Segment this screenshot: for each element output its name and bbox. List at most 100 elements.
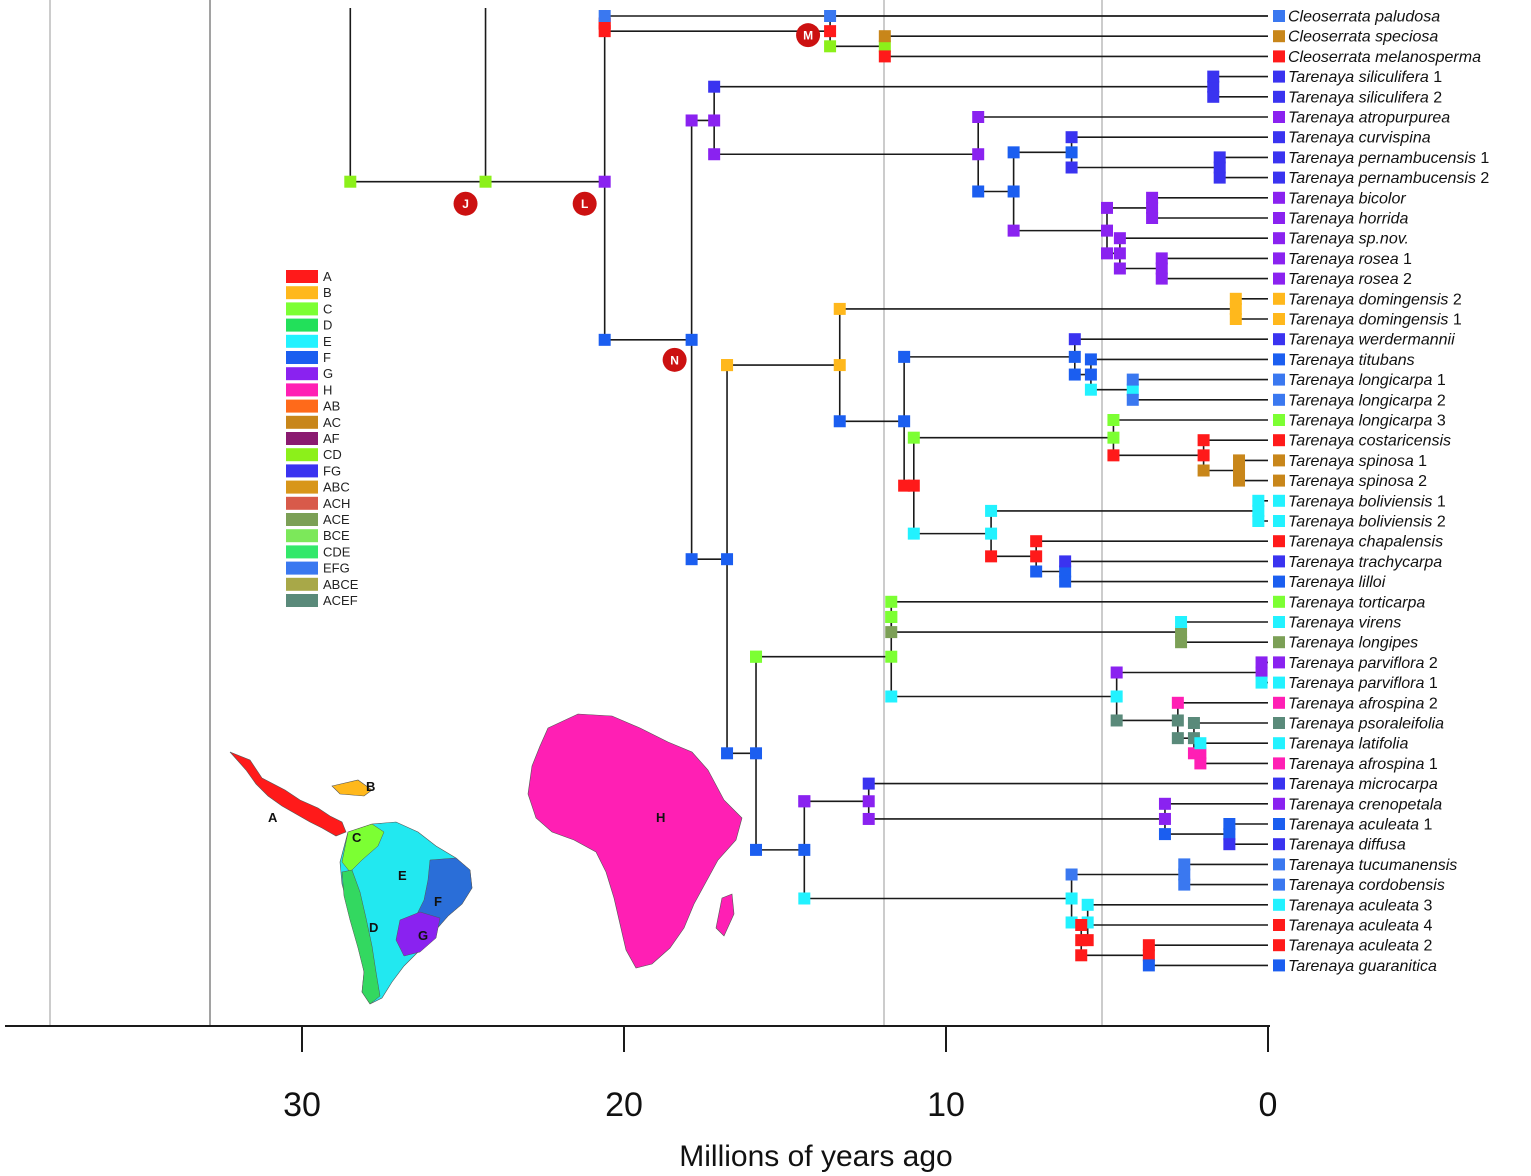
tip-genus: Tarenaya xyxy=(1288,190,1359,207)
area-marker xyxy=(862,812,875,825)
tip-area-marker xyxy=(1273,272,1285,285)
legend-swatch xyxy=(286,496,318,510)
tip-area-marker xyxy=(1273,232,1285,245)
area-marker xyxy=(1207,90,1220,103)
map-central-america xyxy=(229,751,347,837)
tip-area-marker xyxy=(1273,10,1285,22)
tip-label: Tarenaya trachycarpa xyxy=(1288,554,1442,571)
node-badge-label: L xyxy=(581,197,588,211)
tip-number: 1 xyxy=(1399,251,1412,268)
tip-genus: Tarenaya xyxy=(1288,837,1359,854)
area-marker xyxy=(685,333,698,346)
legend-swatch xyxy=(286,367,318,381)
area-marker xyxy=(1229,313,1242,325)
area-marker xyxy=(1233,464,1246,477)
branch xyxy=(990,510,1259,534)
tip-genus: Tarenaya xyxy=(1288,110,1359,127)
tip-genus: Tarenaya xyxy=(1288,857,1359,874)
tip-genus: Tarenaya xyxy=(1288,130,1359,147)
map-region-label: H xyxy=(656,810,665,825)
branch xyxy=(1160,257,1268,269)
area-marker xyxy=(1255,656,1268,669)
area-marker xyxy=(1065,868,1078,881)
area-marker xyxy=(1197,449,1210,462)
tip-label: Tarenaya microcarpa xyxy=(1288,776,1438,793)
tip-genus: Tarenaya xyxy=(1288,534,1359,551)
area-marker xyxy=(1084,383,1097,396)
branch xyxy=(1115,671,1262,697)
branch xyxy=(1119,253,1162,270)
area-marker xyxy=(972,185,985,198)
tip-genus: Cleoserrata xyxy=(1288,29,1375,46)
area-marker xyxy=(824,10,837,22)
branch xyxy=(829,15,1268,32)
tip-label: Tarenaya crenopetala xyxy=(1288,796,1442,813)
area-marker xyxy=(1065,892,1078,905)
tip-number: 1 xyxy=(1424,756,1437,773)
tip-epithet: afrospina xyxy=(1359,695,1425,712)
area-marker xyxy=(885,595,898,608)
axis-tick-label: 0 xyxy=(1259,1086,1278,1124)
tip-area-marker xyxy=(1273,252,1285,265)
tip-number: 3 xyxy=(1432,413,1445,430)
area-marker xyxy=(985,550,998,563)
tip-epithet: pernambucensis xyxy=(1358,170,1476,187)
area-marker xyxy=(1213,151,1226,164)
area-marker xyxy=(1107,414,1120,426)
tip-genus: Tarenaya xyxy=(1288,433,1359,450)
area-marker xyxy=(598,333,611,346)
tip-epithet: trachycarpa xyxy=(1359,554,1443,571)
tip-epithet: titubans xyxy=(1359,352,1415,369)
tip-epithet: longicarpa xyxy=(1359,413,1433,430)
tip-label: Tarenaya aculeata 4 xyxy=(1288,918,1433,935)
node-badge xyxy=(453,191,478,216)
branch xyxy=(1218,156,1268,168)
branch xyxy=(1131,378,1268,390)
tip-area-marker xyxy=(1273,555,1285,568)
area-marker xyxy=(1223,838,1236,851)
tip-area-marker xyxy=(1273,818,1285,830)
tip-number: 2 xyxy=(1399,271,1412,288)
legend-label: EFG xyxy=(323,561,350,576)
tip-genus: Tarenaya xyxy=(1288,756,1359,773)
legend-label: H xyxy=(323,382,332,397)
tip-area-marker xyxy=(1273,111,1285,123)
area-marker xyxy=(798,795,811,808)
tip-area-marker xyxy=(1273,575,1285,588)
area-marker xyxy=(1233,474,1246,487)
tip-area-marker xyxy=(1273,90,1285,103)
area-marker xyxy=(1113,247,1126,260)
tip-label: Tarenaya virens xyxy=(1288,615,1401,632)
branch xyxy=(1183,874,1268,886)
time-guide-lines xyxy=(49,0,1103,1026)
area-marker xyxy=(1171,696,1184,709)
legend-swatch xyxy=(286,334,318,348)
branch xyxy=(755,753,805,851)
area-marker xyxy=(798,892,811,905)
area-marker xyxy=(1171,732,1184,745)
tip-genus: Tarenaya xyxy=(1288,817,1359,834)
area-marker xyxy=(750,650,763,663)
branch xyxy=(1070,136,1268,153)
legend-label: E xyxy=(323,334,332,349)
legend-label: ACH xyxy=(323,496,350,511)
area-marker xyxy=(685,114,698,127)
node-badge-label: J xyxy=(462,197,469,211)
tip-area-marker xyxy=(1273,939,1285,952)
area-marker xyxy=(598,175,611,188)
tip-epithet: sp.nov. xyxy=(1359,231,1409,248)
tip-area-marker xyxy=(1273,373,1285,386)
tip-area-marker xyxy=(1273,333,1285,346)
tip-label: Tarenaya afrospina 1 xyxy=(1288,756,1438,773)
legend-label: C xyxy=(323,301,332,316)
tip-genus: Tarenaya xyxy=(1288,594,1359,611)
branch xyxy=(913,485,992,535)
tip-label: Tarenaya aculeata 1 xyxy=(1288,817,1433,834)
area-marker xyxy=(1007,185,1020,198)
tip-label: Tarenaya curvispina xyxy=(1288,130,1431,147)
branch xyxy=(1131,389,1268,401)
area-marker xyxy=(1126,393,1139,406)
branch xyxy=(890,601,1268,617)
tip-label: Tarenaya psoraleifolia xyxy=(1288,716,1444,733)
tip-genus: Tarenaya xyxy=(1288,514,1359,531)
